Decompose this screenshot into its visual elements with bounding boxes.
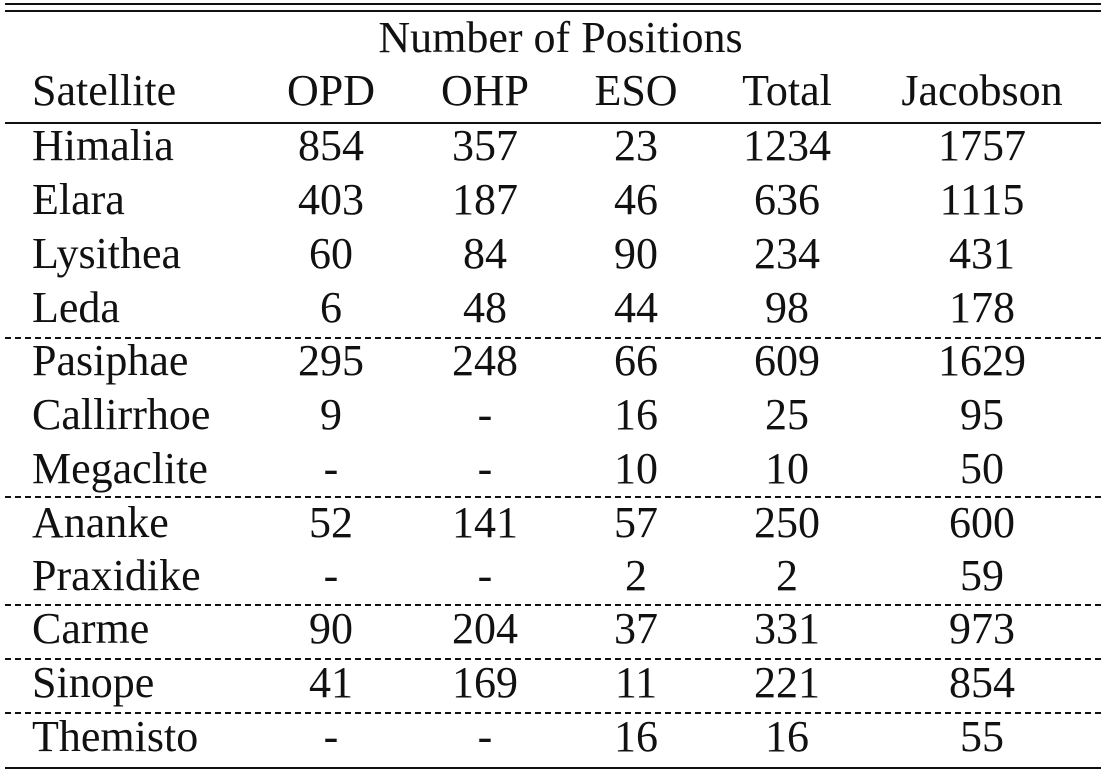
group-separator-dashed [5, 604, 1101, 606]
column-header-eso: ESO [594, 66, 678, 115]
eso-cell: 37 [614, 604, 658, 653]
column-header-satellite: Satellite [32, 66, 177, 115]
group-separator-dashed [5, 496, 1101, 498]
opd-cell: - [323, 444, 339, 493]
opd-cell: 60 [309, 229, 353, 278]
group-separator-dashed [5, 712, 1101, 714]
satellite-name-cell: Ananke [32, 498, 169, 547]
total-cell: 221 [754, 658, 820, 707]
column-header-ohp: OHP [440, 66, 530, 115]
ohp-cell: 141 [452, 498, 518, 547]
ohp-cell: 204 [452, 604, 518, 653]
eso-cell: 2 [625, 551, 647, 600]
satellite-name-cell: Leda [32, 283, 120, 332]
opd-cell: 41 [309, 658, 353, 707]
ohp-cell: 357 [452, 121, 518, 170]
table-top-rule [5, 3, 1101, 5]
header-separator-rule [5, 122, 1101, 124]
opd-cell: 854 [298, 121, 364, 170]
ohp-cell: - [477, 444, 493, 493]
column-header-jacobson: Jacobson [901, 66, 1063, 115]
jacobson-cell: 431 [949, 229, 1015, 278]
opd-cell: 6 [320, 283, 342, 332]
opd-cell: 295 [298, 336, 364, 385]
eso-cell: 16 [614, 390, 658, 439]
ohp-cell: 187 [452, 175, 518, 224]
satellite-name-cell: Himalia [32, 121, 174, 170]
eso-cell: 44 [614, 283, 658, 332]
eso-cell: 46 [614, 175, 658, 224]
opd-cell: 52 [309, 498, 353, 547]
eso-cell: 90 [614, 229, 658, 278]
group-separator-dashed [5, 337, 1101, 339]
total-cell: 25 [765, 390, 809, 439]
eso-cell: 57 [614, 498, 658, 547]
jacobson-cell: 55 [960, 712, 1004, 761]
eso-cell: 11 [614, 658, 658, 707]
ohp-cell: 169 [452, 658, 518, 707]
ohp-cell: 84 [463, 229, 507, 278]
total-cell: 636 [754, 175, 820, 224]
column-header-total: Total [742, 66, 832, 115]
total-cell: 16 [765, 712, 809, 761]
total-cell: 1234 [743, 121, 831, 170]
jacobson-cell: 59 [960, 551, 1004, 600]
eso-cell: 10 [614, 444, 658, 493]
eso-cell: 16 [614, 712, 658, 761]
jacobson-cell: 1629 [938, 336, 1026, 385]
satellite-name-cell: Megaclite [32, 444, 208, 493]
table-top-rule-inner [5, 10, 1101, 12]
opd-cell: 90 [309, 604, 353, 653]
total-cell: 331 [754, 604, 820, 653]
jacobson-cell: 95 [960, 390, 1004, 439]
eso-cell: 66 [614, 336, 658, 385]
opd-cell: - [323, 712, 339, 761]
total-cell: 234 [754, 229, 820, 278]
ohp-cell: 48 [463, 283, 507, 332]
total-cell: 98 [765, 283, 809, 332]
satellite-name-cell: Lysithea [32, 229, 182, 278]
satellite-name-cell: Themisto [32, 712, 199, 761]
jacobson-cell: 1757 [938, 121, 1026, 170]
opd-cell: 9 [320, 390, 342, 439]
jacobson-cell: 1115 [939, 175, 1025, 224]
ohp-cell: 248 [452, 336, 518, 385]
satellite-name-cell: Praxidike [32, 551, 201, 600]
satellite-name-cell: Pasiphae [32, 336, 189, 385]
ohp-cell: - [477, 712, 493, 761]
satellite-name-cell: Elara [32, 175, 125, 224]
opd-cell: - [323, 551, 339, 600]
satellite-name-cell: Carme [32, 604, 150, 653]
satellite-name-cell: Callirrhoe [32, 390, 211, 439]
opd-cell: 403 [298, 175, 364, 224]
ohp-cell: - [477, 390, 493, 439]
group-header-number-of-positions: Number of Positions [378, 13, 743, 62]
total-cell: 2 [776, 551, 798, 600]
jacobson-cell: 973 [949, 604, 1015, 653]
satellite-name-cell: Sinope [32, 658, 155, 707]
column-header-opd: OPD [286, 66, 376, 115]
ohp-cell: - [477, 551, 493, 600]
table-bottom-rule [5, 767, 1101, 769]
jacobson-cell: 600 [949, 498, 1015, 547]
jacobson-cell: 854 [949, 658, 1015, 707]
group-separator-dashed [5, 658, 1101, 660]
total-cell: 250 [754, 498, 820, 547]
jacobson-cell: 50 [960, 444, 1004, 493]
total-cell: 609 [754, 336, 820, 385]
total-cell: 10 [765, 444, 809, 493]
jacobson-cell: 178 [949, 283, 1015, 332]
eso-cell: 23 [614, 121, 658, 170]
